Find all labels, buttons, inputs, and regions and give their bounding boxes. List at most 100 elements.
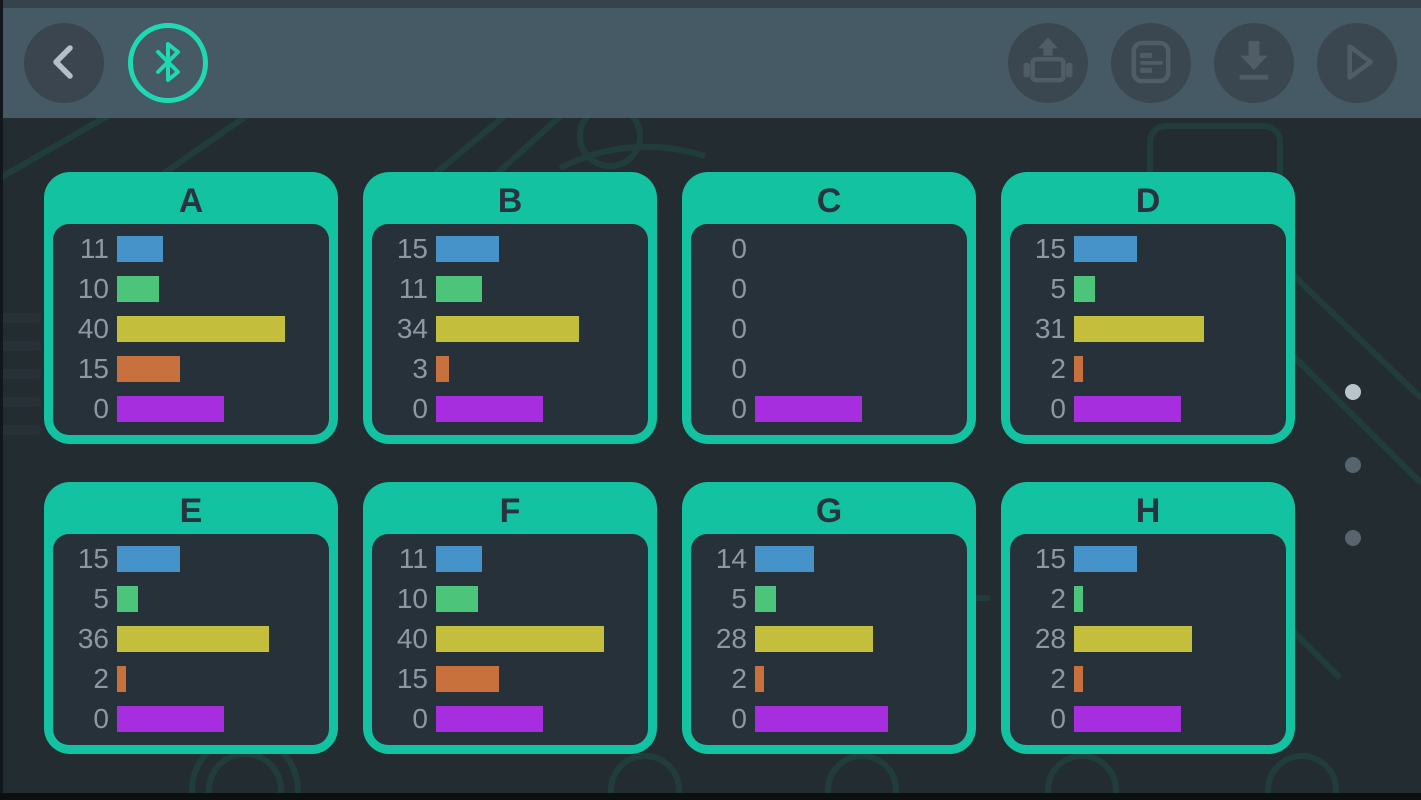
bar-row: 0 — [691, 309, 967, 349]
page-indicator — [1345, 384, 1361, 546]
bar-value-label: 34 — [396, 313, 428, 344]
yellow-bar — [117, 626, 269, 652]
sensor-card[interactable]: G 14 5 28 2 0 — [682, 482, 976, 754]
log-form-button[interactable] — [1111, 23, 1191, 103]
card-title: F — [499, 492, 521, 530]
bar-value-label: 5 — [731, 583, 747, 614]
bar-value-label: 11 — [398, 543, 428, 574]
card-body: 11 10 40 15 0 — [372, 534, 648, 745]
green-bar — [436, 276, 482, 302]
bar-value-label: 10 — [77, 273, 109, 304]
play-button[interactable] — [1317, 23, 1397, 103]
bar-value-label: 5 — [93, 583, 109, 614]
bar-row: 0 — [691, 229, 967, 269]
bar-value-label: 0 — [731, 393, 747, 424]
sensor-card[interactable]: C 0 0 0 0 0 — [682, 172, 976, 444]
bar-row: 0 — [1010, 699, 1286, 739]
bar-row: 2 — [691, 659, 967, 699]
bar-value-label: 14 — [715, 543, 747, 574]
bar-value-label: 0 — [731, 233, 747, 264]
bar-row: 28 — [1010, 619, 1286, 659]
status-bar — [0, 0, 1421, 8]
bar-row: 15 — [1010, 229, 1286, 269]
bar-row: 0 — [1010, 389, 1286, 429]
yellow-bar — [436, 316, 579, 342]
bar-row: 2 — [1010, 349, 1286, 389]
bar-value-label: 0 — [93, 703, 109, 734]
orange-bar — [755, 666, 764, 692]
bar-value-label: 0 — [412, 393, 428, 424]
green-bar — [117, 276, 159, 302]
bar-row: 0 — [372, 389, 648, 429]
card-title: A — [178, 182, 204, 220]
bar-value-label: 2 — [93, 663, 109, 694]
card-title: D — [1135, 182, 1161, 220]
blue-bar — [436, 546, 482, 572]
sensor-card[interactable]: D 15 5 31 2 0 — [1001, 172, 1295, 444]
card-body: 15 2 28 2 0 — [1010, 534, 1286, 745]
bar-value-label: 10 — [396, 583, 428, 614]
bar-value-label: 3 — [412, 353, 428, 384]
bar-value-label: 15 — [77, 353, 109, 384]
bar-value-label: 2 — [1050, 353, 1066, 384]
bar-row: 10 — [53, 269, 329, 309]
bar-value-label: 31 — [1034, 313, 1066, 344]
sensor-card[interactable]: F 11 10 40 15 0 — [363, 482, 657, 754]
bar-value-label: 0 — [731, 703, 747, 734]
blue-bar — [117, 546, 180, 572]
toolbar — [0, 8, 1421, 118]
bar-value-label: 0 — [93, 393, 109, 424]
green-bar — [755, 586, 776, 612]
yellow-bar — [1074, 316, 1204, 342]
page-dot[interactable] — [1345, 457, 1361, 473]
bar-value-label: 40 — [77, 313, 109, 344]
sensor-card[interactable]: E 15 5 36 2 0 — [44, 482, 338, 754]
sensor-card[interactable]: B 15 11 34 3 0 — [363, 172, 657, 444]
chevron-left-icon — [42, 40, 86, 87]
bar-row: 3 — [372, 349, 648, 389]
bar-row: 0 — [53, 699, 329, 739]
cards-grid: A 11 10 40 15 0 B 15 11 34 3 0 C 0 0 0 0 0 D 15 5 31 2 0… — [44, 172, 1295, 754]
purple-bar — [1074, 706, 1181, 732]
bar-value-label: 11 — [398, 273, 428, 304]
bar-row: 0 — [691, 269, 967, 309]
upload-to-device-button[interactable] — [1008, 23, 1088, 103]
download-icon — [1225, 33, 1283, 94]
orange-bar — [1074, 666, 1083, 692]
play-icon — [1328, 33, 1386, 94]
card-body: 15 5 31 2 0 — [1010, 224, 1286, 435]
download-button[interactable] — [1214, 23, 1294, 103]
page-dot[interactable] — [1345, 384, 1361, 400]
purple-bar — [117, 706, 224, 732]
orange-bar — [436, 356, 449, 382]
purple-bar — [117, 396, 224, 422]
bar-row: 2 — [53, 659, 329, 699]
bar-row: 36 — [53, 619, 329, 659]
card-title: E — [179, 492, 203, 530]
green-bar — [1074, 586, 1083, 612]
content-area: A 11 10 40 15 0 B 15 11 34 3 0 C 0 0 0 0 0 D 15 5 31 2 0… — [0, 118, 1421, 793]
screen-left-edge — [0, 0, 3, 800]
yellow-bar — [1074, 626, 1192, 652]
bar-row: 40 — [53, 309, 329, 349]
bar-row: 2 — [1010, 579, 1286, 619]
sensor-card[interactable]: A 11 10 40 15 0 — [44, 172, 338, 444]
bar-row: 15 — [372, 229, 648, 269]
page-dot[interactable] — [1345, 530, 1361, 546]
bar-row: 2 — [1010, 659, 1286, 699]
bar-row: 0 — [53, 389, 329, 429]
bar-row: 15 — [372, 659, 648, 699]
bluetooth-button[interactable] — [128, 23, 208, 103]
bar-row: 5 — [1010, 269, 1286, 309]
bar-value-label: 0 — [412, 703, 428, 734]
bar-row: 5 — [53, 579, 329, 619]
purple-bar — [755, 706, 888, 732]
back-button[interactable] — [24, 23, 104, 103]
screen-bottom-edge — [0, 793, 1421, 800]
orange-bar — [117, 356, 180, 382]
bar-row: 40 — [372, 619, 648, 659]
bar-value-label: 36 — [77, 623, 109, 654]
sensor-card[interactable]: H 15 2 28 2 0 — [1001, 482, 1295, 754]
yellow-bar — [755, 626, 873, 652]
bar-value-label: 2 — [731, 663, 747, 694]
